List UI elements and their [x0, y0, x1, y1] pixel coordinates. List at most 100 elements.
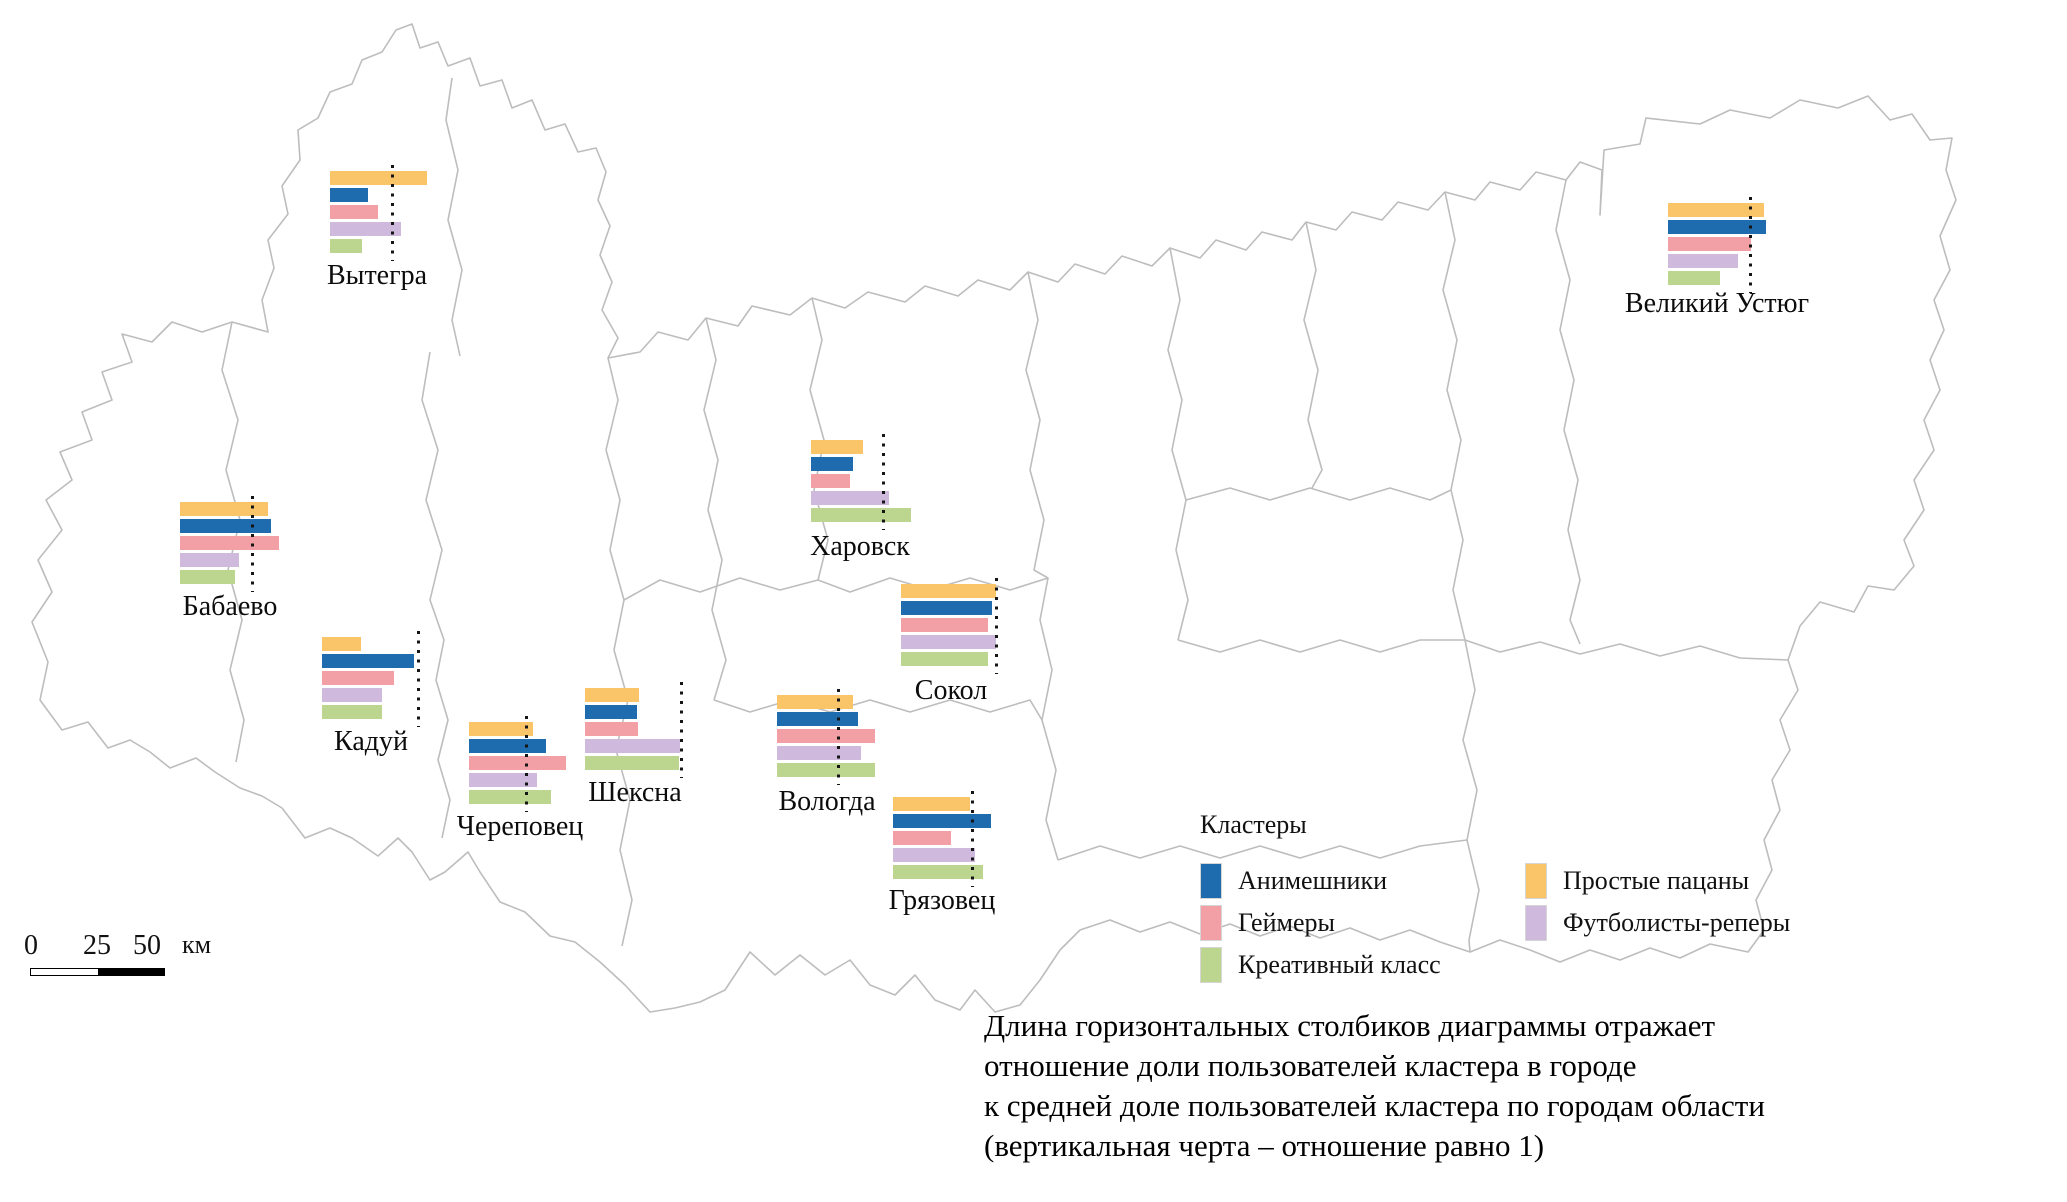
cluster-bar — [330, 205, 378, 219]
scale-unit-label: км — [182, 930, 212, 959]
cluster-bar — [322, 671, 394, 685]
cluster-bar — [322, 705, 382, 719]
city-chart-Вытегра: Вытегра — [327, 165, 427, 291]
cluster-bar — [901, 601, 992, 615]
city-chart-Кадуй: Кадуй — [322, 631, 420, 757]
city-label: Вологда — [778, 786, 876, 817]
reference-line — [417, 631, 420, 727]
reference-line — [251, 496, 254, 592]
city-label: Бабаево — [182, 591, 278, 622]
cluster-bar — [893, 831, 951, 845]
cluster-bar — [322, 637, 361, 651]
cluster-bar — [901, 584, 996, 598]
cluster-bar — [1668, 220, 1766, 234]
district-boundary — [1025, 271, 1059, 861]
district-boundary — [1177, 639, 1789, 661]
cluster-color-swatch — [1200, 946, 1222, 983]
cluster-bar — [811, 457, 853, 471]
legend-column-1: Анимешники Геймеры Креативный класс — [1200, 862, 1441, 988]
city-chart-Бабаево: Бабаево — [180, 496, 279, 622]
reference-line — [837, 689, 840, 785]
district-boundary — [1167, 247, 1189, 641]
cluster-bar — [322, 688, 382, 702]
reference-line — [391, 165, 394, 261]
cluster-bar — [585, 722, 638, 736]
cluster-bar — [469, 722, 533, 736]
cluster-bar — [469, 773, 537, 787]
city-chart-Грязовец: Грязовец — [889, 791, 995, 916]
cluster-bar — [777, 712, 858, 726]
scale-tick-0: 0 — [24, 930, 38, 961]
cluster-color-swatch — [1200, 904, 1222, 941]
district-boundary — [623, 577, 1049, 601]
cluster-bar — [811, 474, 850, 488]
cluster-bar — [585, 705, 637, 719]
legend-column-2: Простые пацаны Футболисты-реперы — [1525, 862, 1790, 946]
district-boundary — [605, 357, 633, 947]
cluster-bar — [180, 570, 235, 584]
cluster-bar — [322, 654, 414, 668]
scale-tick-25: 25 — [83, 930, 111, 961]
cluster-bar — [893, 797, 970, 811]
legend-item-geimery: Геймеры — [1200, 904, 1441, 941]
legend-item-label: Геймеры — [1238, 907, 1335, 937]
cluster-bar — [1668, 237, 1751, 251]
cluster-bar — [901, 635, 996, 649]
cluster-bar — [1668, 254, 1738, 268]
cluster-bar — [180, 519, 271, 533]
legend-item-kreativny-klass: Креативный класс — [1200, 946, 1441, 983]
cluster-bar — [893, 814, 991, 828]
legend-item-futbolisty-repery: Футболисты-реперы — [1525, 904, 1790, 941]
cluster-bar — [180, 536, 279, 550]
legend: Кластеры Анимешники Геймеры Креативный к… — [1200, 810, 1960, 983]
city-chart-Шексна: Шексна — [585, 682, 683, 808]
legend-item-label: Простые пацаны — [1563, 865, 1750, 895]
cluster-bar — [469, 739, 546, 753]
district-boundary — [1057, 839, 1468, 861]
cluster-bar — [585, 739, 680, 753]
oblast-outer-boundary — [31, 23, 1957, 1013]
city-chart-Вологда: Вологда — [777, 689, 876, 817]
cluster-color-swatch — [1525, 862, 1547, 899]
reference-line — [971, 791, 974, 887]
cluster-bar — [777, 763, 875, 777]
city-label: Великий Устюг — [1624, 288, 1810, 319]
cluster-bar — [777, 695, 853, 709]
cluster-bar — [893, 848, 975, 862]
cluster-bar — [330, 188, 368, 202]
legend-item-prostye-patsany: Простые пацаны — [1525, 862, 1790, 899]
cluster-bar — [777, 729, 875, 743]
city-chart-Великий Устюг: Великий Устюг — [1625, 197, 1809, 319]
city-label: Сокол — [914, 675, 988, 706]
city-label: Харовск — [810, 531, 910, 562]
cluster-bar — [469, 756, 566, 770]
legend-item-animeshniki: Анимешники — [1200, 862, 1441, 899]
district-boundary — [703, 317, 727, 701]
cluster-bar — [893, 865, 983, 879]
cluster-color-swatch — [1525, 904, 1547, 941]
cluster-bar — [330, 239, 362, 253]
district-boundary — [1442, 191, 1466, 641]
reference-line — [1749, 197, 1752, 293]
cluster-color-swatch — [1200, 862, 1222, 899]
district-boundary — [1555, 179, 1581, 645]
district-boundary — [421, 351, 451, 839]
city-label: Кадуй — [334, 726, 408, 757]
district-boundary — [1303, 221, 1323, 489]
scale-bar-graphic — [30, 968, 165, 976]
cluster-bar — [901, 652, 988, 666]
cluster-bar — [811, 491, 889, 505]
map-caption: Длина горизонтальных столбиков диаграммы… — [984, 1006, 1765, 1166]
district-boundary — [1185, 487, 1452, 501]
caption-line: (вертикальная черта – отношение равно 1) — [984, 1128, 1545, 1163]
reference-line — [882, 434, 885, 530]
city-chart-Харовск: Харовск — [810, 434, 911, 562]
scale-tick-50: 50 — [133, 930, 161, 961]
cluster-bar — [180, 553, 239, 567]
legend-item-label: Креативный класс — [1238, 949, 1441, 979]
cluster-bar — [585, 756, 679, 770]
cluster-bar — [1668, 271, 1720, 285]
cluster-bar — [180, 502, 268, 516]
reference-line — [995, 578, 998, 674]
